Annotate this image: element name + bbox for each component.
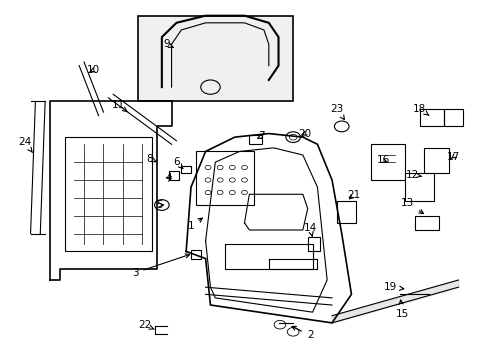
Text: 15: 15 (395, 300, 408, 319)
Bar (443, 109, 462, 126)
Bar (404, 173, 433, 202)
Bar (370, 144, 404, 180)
Text: 20: 20 (298, 129, 311, 139)
Text: 14: 14 (303, 223, 316, 236)
Bar (336, 202, 356, 223)
Text: 11: 11 (111, 100, 127, 112)
Text: 10: 10 (87, 65, 100, 75)
Text: 21: 21 (346, 190, 360, 200)
Bar (191, 249, 201, 258)
Bar (424, 148, 448, 173)
Text: 7: 7 (257, 131, 264, 141)
Text: 12: 12 (405, 170, 421, 180)
Text: 19: 19 (383, 282, 403, 292)
Bar (307, 237, 319, 251)
Text: 9: 9 (163, 39, 173, 49)
Text: 5: 5 (156, 200, 163, 210)
Text: 13: 13 (400, 198, 423, 213)
Text: 17: 17 (446, 152, 459, 162)
Bar (137, 16, 292, 102)
Text: 4: 4 (165, 173, 172, 183)
Bar (169, 171, 179, 180)
Text: 6: 6 (173, 157, 183, 168)
Text: 1: 1 (187, 218, 202, 231)
Bar (196, 152, 254, 205)
Bar (249, 135, 261, 144)
Bar (419, 109, 443, 126)
Text: 8: 8 (146, 154, 156, 163)
Text: 16: 16 (376, 156, 389, 165)
Text: 22: 22 (138, 320, 154, 330)
Text: 24: 24 (18, 138, 32, 153)
Text: 2: 2 (291, 327, 313, 341)
Text: 23: 23 (329, 104, 344, 120)
Text: 3: 3 (132, 254, 189, 278)
Bar (414, 216, 438, 230)
Text: 18: 18 (412, 104, 428, 116)
